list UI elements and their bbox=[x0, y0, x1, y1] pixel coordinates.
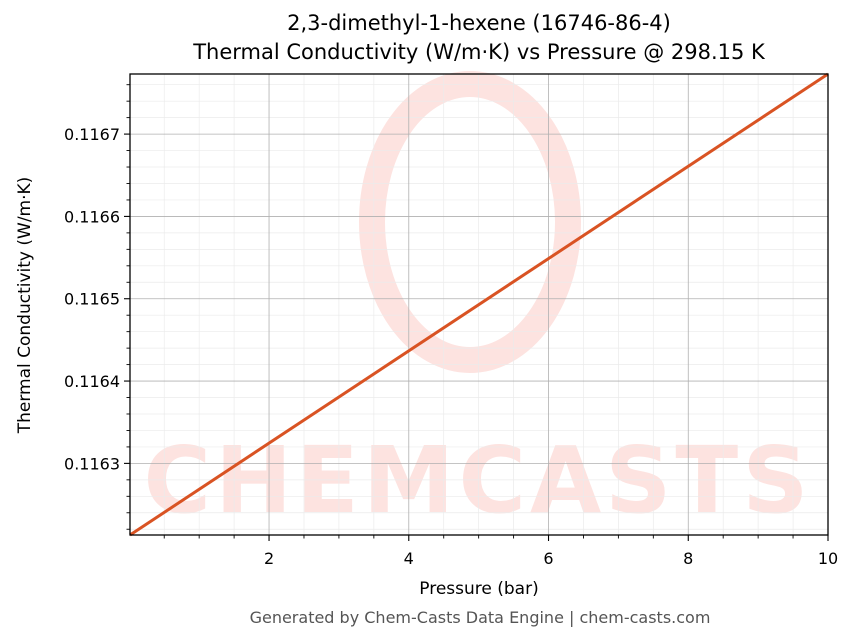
y-tick-label: 0.1163 bbox=[64, 454, 120, 473]
chart-title: 2,3-dimethyl-1-hexene (16746-86-4) bbox=[287, 11, 671, 35]
tick-labels: 2 4 6 8 10 0.1163 0.1164 0.1165 0.1166 0.1167 bbox=[64, 125, 838, 568]
major-grid bbox=[130, 74, 829, 535]
chemcasts-watermark: CHEMCASTS bbox=[144, 71, 813, 534]
y-tick-label: 0.1165 bbox=[64, 290, 120, 309]
series-line bbox=[129, 72, 829, 537]
x-tick-label: 10 bbox=[818, 549, 838, 568]
watermark-text: CHEMCASTS bbox=[144, 427, 813, 534]
y-tick-label: 0.1167 bbox=[64, 125, 120, 144]
y-tick-label: 0.1164 bbox=[64, 372, 120, 391]
minor-grid bbox=[130, 74, 828, 535]
x-tick-label: 8 bbox=[683, 549, 693, 568]
y-tick-label: 0.1166 bbox=[64, 207, 120, 226]
watermark-logo-ring bbox=[359, 71, 581, 373]
x-tick-label: 4 bbox=[404, 549, 414, 568]
axis-ticks bbox=[124, 84, 829, 541]
y-axis-label: Thermal Conductivity (W/m·K) bbox=[15, 177, 35, 435]
x-axis-label: Pressure (bar) bbox=[419, 579, 538, 599]
footer-credit: Generated by Chem-Casts Data Engine | ch… bbox=[249, 608, 711, 627]
series-layer bbox=[129, 72, 829, 537]
chart-subtitle: Thermal Conductivity (W/m·K) vs Pressure… bbox=[193, 40, 765, 64]
x-tick-label: 2 bbox=[264, 549, 274, 568]
x-tick-label: 6 bbox=[543, 549, 553, 568]
